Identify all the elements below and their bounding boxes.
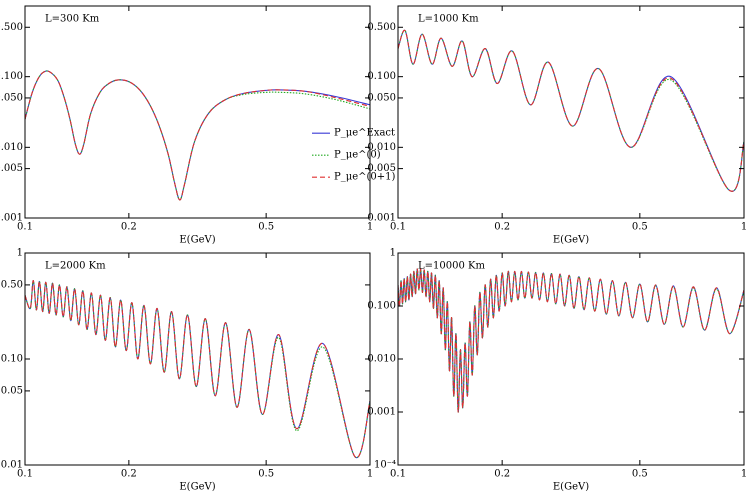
- y-tick-label: 0.010: [367, 142, 396, 153]
- legend-label: P_μe^Exact: [334, 128, 395, 139]
- y-tick-label: 0.001: [367, 213, 396, 224]
- series-line: [398, 29, 744, 192]
- series-line: [25, 279, 370, 459]
- series-line: [398, 29, 744, 192]
- y-tick-label: 0.050: [0, 92, 23, 103]
- x-tick-label: 0.1: [390, 469, 406, 480]
- panel: P_μe^ExactP_μe^(0)P_μe^(0+1)0.10.20.510.…: [0, 5, 396, 246]
- annotation: L=300 Km: [45, 14, 100, 25]
- x-tick-label: 0.5: [632, 469, 648, 480]
- annotation: L=2000 Km: [45, 261, 106, 272]
- y-tick-label: 0.10: [1, 354, 23, 365]
- y-tick-label: 0.500: [367, 22, 396, 33]
- series-line: [25, 70, 370, 201]
- x-axis-label: E(GeV): [179, 482, 215, 492]
- panel: 0.1 0.2 0.5 1 0.01 0.05 0.10 0.50 1 E(GeV) L=2000 …: [1, 248, 373, 492]
- x-tick-label: 1: [741, 469, 747, 480]
- x-tick-label: 1: [367, 222, 373, 233]
- x-tick-label: 0.5: [258, 222, 274, 233]
- plot-frame: [397, 5, 745, 219]
- y-tick-label: 0.500: [0, 22, 23, 33]
- x-tick-label: 1: [741, 222, 747, 233]
- annotation: L=1000 Km: [418, 14, 479, 25]
- panel: 0.1 0.2 0.5 10.0010.0050.0100.0500.1000.500…: [367, 5, 747, 246]
- y-tick-label: 0.050: [367, 92, 396, 103]
- x-tick-label: 0.2: [121, 222, 137, 233]
- y-tick-label: 10⁻⁴: [374, 460, 396, 471]
- series-line: [25, 70, 370, 201]
- plot-frame: [24, 252, 371, 466]
- y-tick-label: 0.010: [0, 142, 23, 153]
- x-tick-label: 0.2: [494, 222, 510, 233]
- annotation: L=10000 Km: [418, 261, 485, 272]
- x-axis-label: E(GeV): [179, 235, 215, 246]
- y-tick-label: 0.05: [1, 385, 23, 396]
- y-tick-label: 0.005: [0, 163, 23, 174]
- series-line: [25, 70, 370, 201]
- x-tick-label: 0.1: [17, 222, 33, 233]
- y-tick-label: 1: [17, 248, 23, 259]
- x-tick-label: 1: [367, 469, 373, 480]
- y-tick-label: 0.005: [367, 163, 396, 174]
- series-line: [398, 268, 744, 413]
- x-tick-label: 0.2: [494, 469, 510, 480]
- y-tick-label: 0.100: [0, 71, 23, 82]
- x-tick-label: 0.1: [17, 469, 33, 480]
- y-tick-label: 0.100: [367, 71, 396, 82]
- x-axis-label: E(GeV): [553, 235, 589, 246]
- legend-label: P_μe^(0): [334, 150, 381, 161]
- x-tick-label: 0.1: [390, 222, 406, 233]
- plot-frame: [24, 5, 371, 219]
- y-tick-label: 1: [390, 248, 396, 259]
- panel: 0.1 0.2 0.5 110⁻⁴0.0010.0100.1001E(GeV)L=10…: [367, 248, 747, 492]
- y-tick-label: 0.100: [367, 301, 396, 312]
- y-tick-label: 0.001: [0, 213, 23, 224]
- y-tick-label: 0.01: [1, 460, 23, 471]
- x-tick-label: 0.2: [121, 469, 137, 480]
- x-axis-label: E(GeV): [553, 482, 589, 492]
- x-tick-label: 0.5: [258, 469, 274, 480]
- legend-label: P_μe^(0+1): [334, 172, 396, 183]
- x-tick-label: 0.5: [632, 222, 648, 233]
- y-tick-label: 0.010: [367, 354, 396, 365]
- y-tick-label: 0.001: [367, 407, 396, 418]
- y-tick-label: 0.50: [1, 279, 23, 290]
